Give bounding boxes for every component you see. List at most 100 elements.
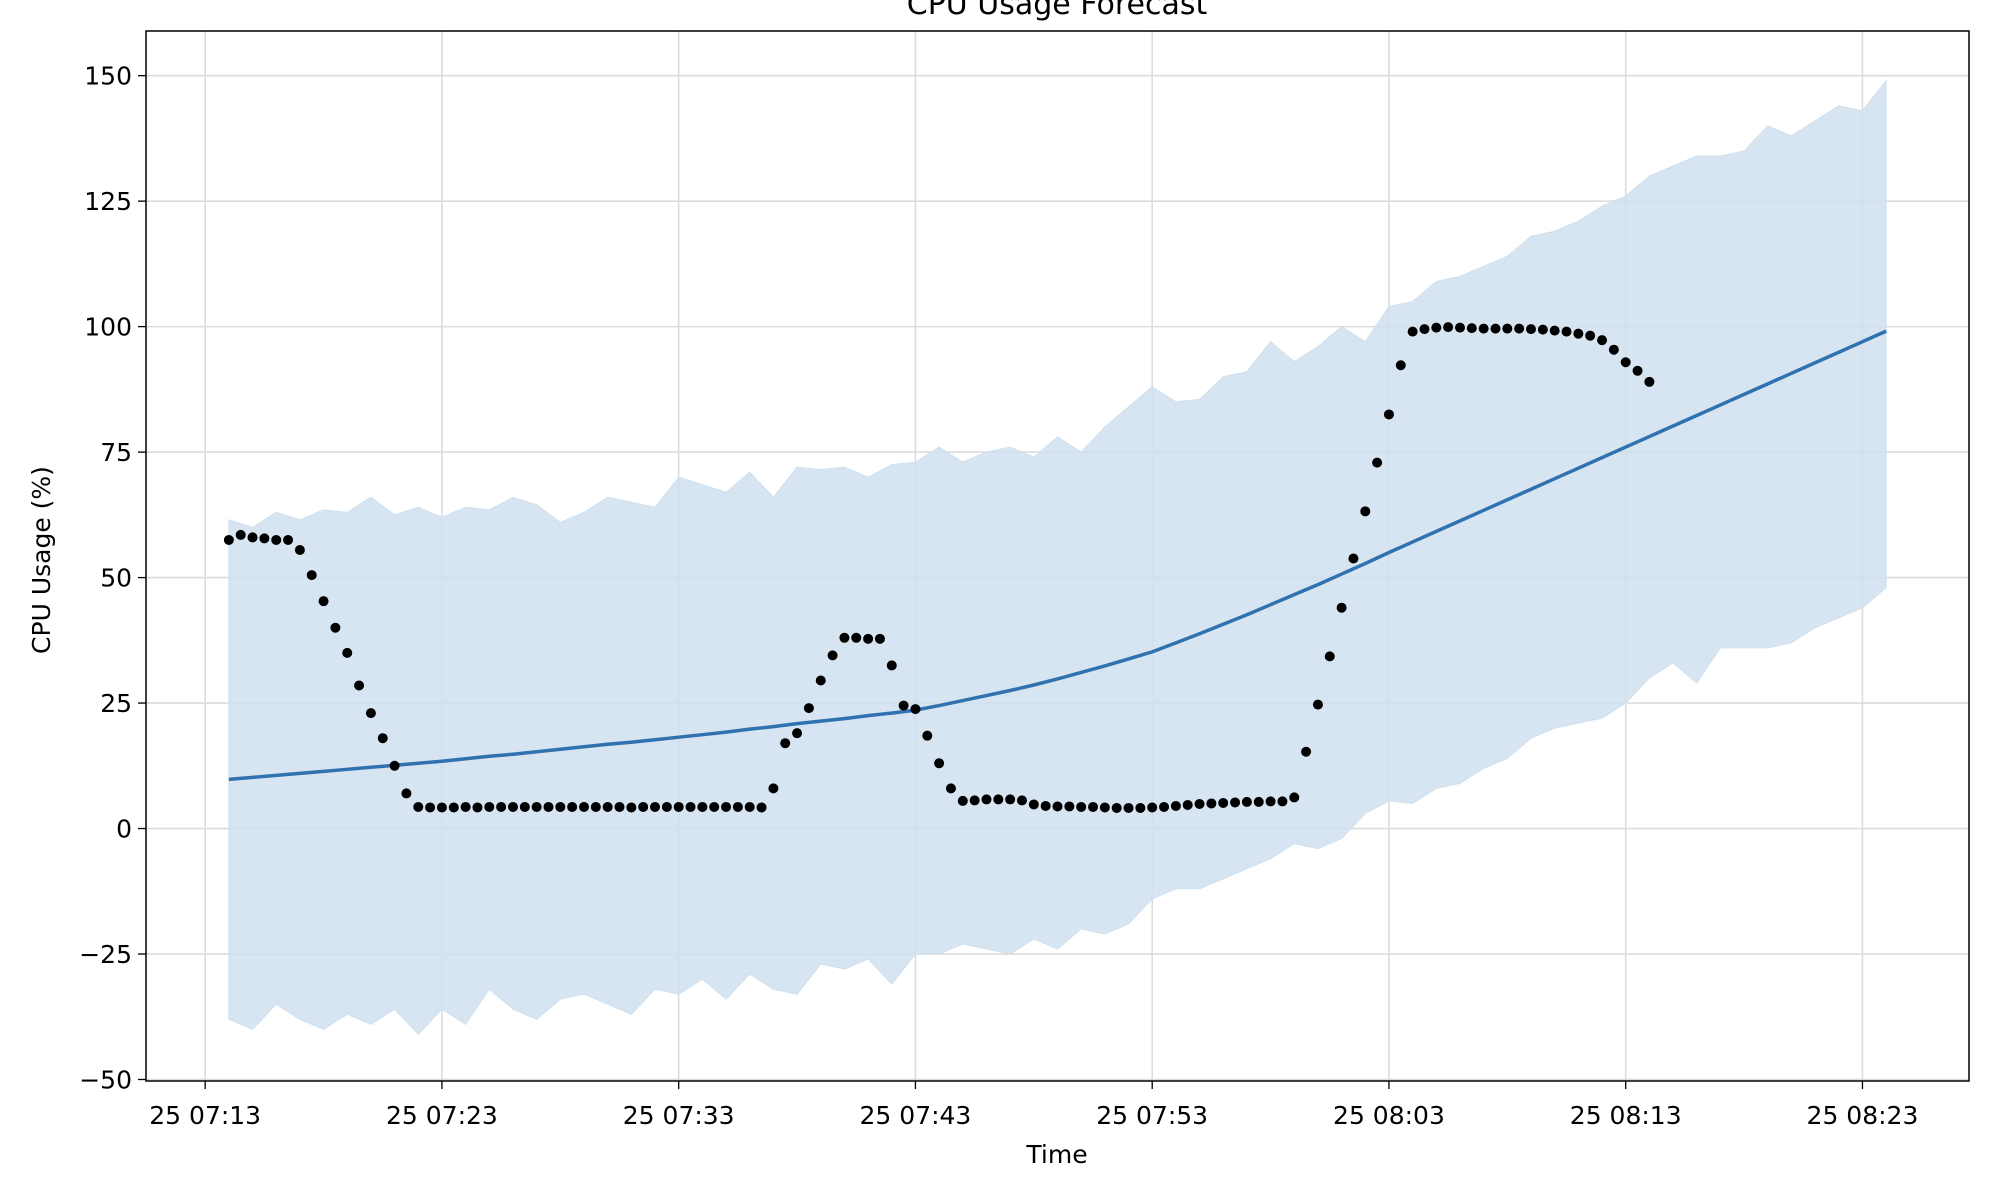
data-point (436, 802, 447, 813)
data-point (1088, 801, 1099, 812)
data-point (1064, 801, 1075, 812)
y-tick-label: −50 (79, 1065, 132, 1094)
data-point (1537, 324, 1548, 335)
data-point (1182, 799, 1193, 810)
data-point (555, 801, 566, 812)
data-point (803, 703, 814, 714)
x-tick-label: 25 07:23 (386, 1101, 498, 1130)
data-point (484, 801, 495, 812)
forecast-line (228, 329, 1887, 782)
data-point (1016, 795, 1027, 806)
data-point (1561, 326, 1572, 337)
data-point (1549, 325, 1560, 336)
data-point (567, 801, 578, 812)
data-point (638, 801, 649, 812)
data-point (650, 801, 661, 812)
data-point (1360, 506, 1371, 517)
data-point (756, 802, 767, 813)
data-point (898, 700, 909, 711)
data-point (827, 650, 838, 661)
plot-frame (145, 30, 1970, 1082)
data-point (1265, 796, 1276, 807)
data-point (389, 760, 400, 771)
data-point (886, 660, 897, 671)
x-tick-label: 25 08:23 (1807, 1101, 1919, 1130)
data-point (401, 788, 412, 799)
data-point (1111, 802, 1122, 813)
data-point (413, 801, 424, 812)
data-point (863, 633, 874, 644)
data-point (1478, 323, 1489, 334)
data-point (780, 738, 791, 749)
data-point (1076, 801, 1087, 812)
chart-title: CPU Usage Forecast (907, 0, 1208, 22)
data-point (1620, 357, 1631, 368)
data-point (318, 596, 329, 607)
data-point (839, 632, 850, 643)
data-point (1514, 323, 1525, 334)
data-point (1241, 796, 1252, 807)
data-point (661, 801, 672, 812)
uncertainty-band (228, 79, 1887, 1036)
data-point (614, 801, 625, 812)
data-point (1194, 798, 1205, 809)
data-point (626, 802, 637, 813)
data-point (460, 801, 471, 812)
data-point (1324, 651, 1335, 662)
data-point (1573, 328, 1584, 339)
data-point (1419, 324, 1430, 335)
data-point (1028, 799, 1039, 810)
data-point (1502, 323, 1513, 334)
data-point (590, 801, 601, 812)
data-point (294, 544, 305, 555)
data-point (1490, 323, 1501, 334)
data-point (1005, 794, 1016, 805)
data-point (1585, 330, 1596, 341)
data-point (330, 622, 341, 633)
data-point (1135, 802, 1146, 813)
x-tick-label: 25 07:53 (1096, 1101, 1208, 1130)
data-point (957, 795, 968, 806)
data-point (1253, 796, 1264, 807)
data-point (981, 794, 992, 805)
data-point (1301, 746, 1312, 757)
data-point (851, 632, 862, 643)
data-point (1123, 802, 1134, 813)
data-point (945, 783, 956, 794)
data-point (1159, 801, 1170, 812)
data-point (732, 801, 743, 812)
data-point (673, 801, 684, 812)
x-tick-label: 25 07:33 (623, 1101, 735, 1130)
data-point (1206, 798, 1217, 809)
data-point (709, 801, 720, 812)
data-point (223, 534, 234, 545)
y-tick-label: 0 (116, 815, 132, 844)
data-point (271, 534, 282, 545)
data-point (354, 680, 365, 691)
data-point (496, 801, 507, 812)
y-tick-label: 150 (84, 62, 132, 91)
x-tick-label: 25 08:03 (1333, 1101, 1445, 1130)
data-point (602, 801, 613, 812)
data-point (1395, 360, 1406, 371)
data-point (685, 801, 696, 812)
data-point (768, 783, 779, 794)
data-point (874, 633, 885, 644)
data-point (425, 802, 436, 813)
data-point (815, 675, 826, 686)
data-point (1454, 322, 1465, 333)
data-point (1383, 409, 1394, 420)
data-point (721, 801, 732, 812)
data-point (259, 533, 270, 544)
data-point (922, 730, 933, 741)
y-axis-label: CPU Usage (%) (27, 466, 56, 654)
data-point (531, 801, 542, 812)
y-tick-label: 50 (100, 564, 132, 593)
data-point (934, 758, 945, 769)
data-point (1230, 797, 1241, 808)
data-point (1443, 322, 1454, 333)
y-tick-label: 75 (100, 438, 132, 467)
data-point (1644, 376, 1655, 387)
data-point (969, 795, 980, 806)
